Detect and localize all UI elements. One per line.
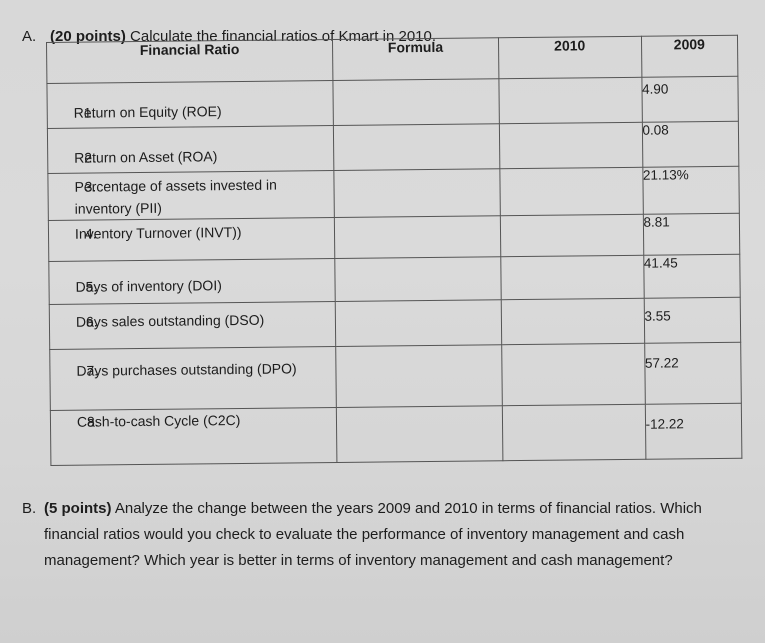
row-number: 3. — [84, 178, 97, 195]
ratio-name: Cash-to-cash Cycle (C2C) — [76, 411, 241, 430]
value-2009: 21.13% — [642, 167, 689, 183]
value-2010-cell[interactable] — [502, 404, 646, 461]
question-b-text: Analyze the change between the years 200… — [44, 500, 702, 569]
table-row: 2. Return on Asset (ROA) 0.08 — [47, 121, 739, 174]
question-a-points: (20 points) — [50, 28, 126, 45]
value-2009-cell: 0.08 — [641, 121, 739, 168]
table-row: 6. Days sales outstanding (DSO) 3.55 — [49, 297, 741, 350]
ratio-name-cell: 5. Days of inventory (DOI) — [48, 258, 336, 305]
table-row: 7. Days purchases outstanding (DPO) 57.22 — [49, 342, 742, 411]
ratio-name: Days purchases outstanding (DPO) — [76, 360, 297, 379]
header-financial-ratio: Financial Ratio — [46, 39, 333, 84]
value-2009-cell: 57.22 — [644, 342, 742, 405]
ratio-name-cell: 6. Days sales outstanding (DSO) — [49, 301, 336, 350]
ratio-name-cell: 1. Return on Equity (ROE) — [46, 80, 334, 129]
value-2010-cell[interactable] — [500, 255, 644, 300]
row-number: 2. — [84, 149, 96, 166]
ratio-name: Days of inventory (DOI) — [75, 277, 222, 295]
question-b: B. (5 points) Analyze the change between… — [22, 496, 722, 574]
value-2009-cell: -12.22 — [644, 403, 742, 460]
row-number: 1. — [83, 104, 96, 121]
value-2009-cell: 21.13% — [642, 166, 740, 215]
value-2010-cell[interactable] — [499, 122, 643, 169]
ratio-name: Inventory Turnover (INVT)) — [74, 223, 242, 242]
value-2009: 3.55 — [644, 308, 671, 324]
ratio-name-cell: 7. Days purchases outstanding (DPO) — [49, 346, 337, 411]
row-number: 8. — [86, 413, 99, 430]
ratio-name-cell: 3. Percentage of assets invested in inven… — [47, 170, 335, 221]
value-2010-cell[interactable] — [499, 167, 643, 216]
table-row: 4. Inventory Turnover (INVT)) 8.81 — [48, 213, 740, 262]
formula-cell[interactable] — [335, 299, 502, 347]
formula-cell[interactable] — [336, 405, 503, 463]
row-number: 5. — [85, 278, 98, 295]
ratio-name: Return on Equity (ROE) — [73, 103, 222, 121]
ratio-name: Days sales outstanding (DSO) — [75, 311, 265, 330]
row-number: 7. — [86, 362, 99, 379]
table-row: 8. Cash-to-cash Cycle (C2C) -12.22 — [50, 403, 742, 466]
row-number: 4. — [84, 225, 97, 242]
value-2009-cell: 8.81 — [642, 213, 740, 256]
table-row: 1. Return on Equity (ROE) 4.90 — [46, 76, 739, 129]
header-2010: 2010 — [498, 36, 642, 79]
value-2009: 41.45 — [643, 255, 678, 271]
formula-cell[interactable] — [332, 78, 500, 126]
row-number: 6. — [85, 313, 98, 330]
formula-cell[interactable] — [335, 344, 503, 408]
question-a-letter: A. — [22, 28, 37, 45]
question-a-text: Calculate the financial ratios of Kmart … — [130, 28, 437, 45]
value-2009: 8.81 — [643, 214, 670, 230]
value-2009-cell: 3.55 — [643, 297, 741, 344]
formula-cell[interactable] — [334, 256, 501, 302]
ratios-table: Financial Ratio Formula 2010 2009 1. Retu… — [46, 35, 742, 466]
formula-cell[interactable] — [334, 215, 501, 259]
value-2010-cell[interactable] — [500, 214, 644, 257]
value-2009-cell: 4.90 — [641, 76, 739, 123]
value-2009: 4.90 — [641, 81, 669, 97]
value-2010-cell[interactable] — [498, 77, 642, 124]
ratio-name-cell: 4. Inventory Turnover (INVT)) — [48, 217, 335, 262]
header-formula: Formula — [332, 37, 499, 81]
question-b-letter: B. — [22, 500, 37, 517]
question-a: A. (20 points) Calculate the financial ra… — [22, 28, 436, 45]
value-2010-cell[interactable] — [501, 343, 645, 406]
question-b-points: (5 points) — [44, 500, 112, 517]
value-2009-cell: 41.45 — [643, 254, 741, 299]
table-row: 5. Days of inventory (DOI) 41.45 — [48, 254, 741, 305]
table-row: 3. Percentage of assets invested in inven… — [47, 166, 740, 221]
value-2009: 57.22 — [644, 355, 679, 371]
value-2009: 0.08 — [642, 122, 669, 138]
header-2009: 2009 — [641, 35, 738, 78]
ratio-name-cell: 8. Cash-to-cash Cycle (C2C) — [50, 407, 337, 466]
value-2009: -12.22 — [645, 416, 684, 432]
table-header-row: Financial Ratio Formula 2010 2009 — [46, 35, 738, 84]
value-2010-cell[interactable] — [500, 298, 645, 345]
formula-cell[interactable] — [333, 123, 500, 171]
formula-cell[interactable] — [333, 168, 501, 218]
ratio-name: Percentage of assets invested in invento… — [74, 176, 277, 217]
ratio-name-cell: 2. Return on Asset (ROA) — [47, 125, 334, 174]
